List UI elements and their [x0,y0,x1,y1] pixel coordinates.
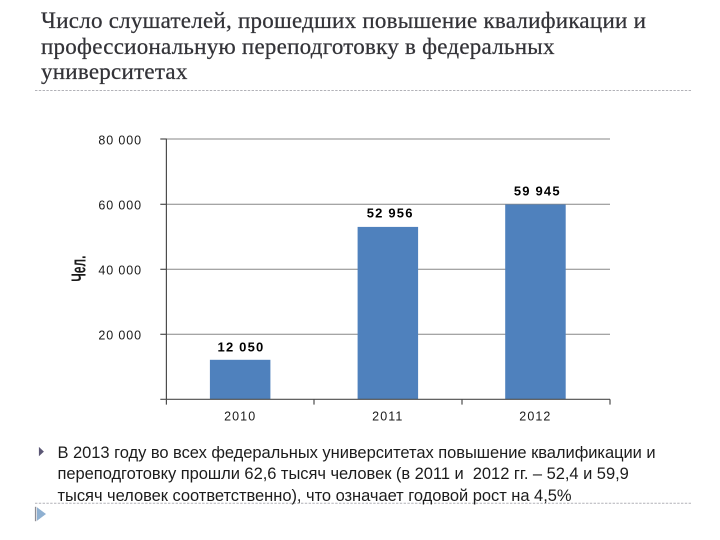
svg-text:59 945: 59 945 [514,183,561,198]
svg-text:2011: 2011 [372,410,403,424]
svg-text:40 000: 40 000 [98,264,142,278]
svg-text:2010: 2010 [224,410,256,424]
svg-text:60 000: 60 000 [98,199,142,213]
svg-text:2012: 2012 [519,410,551,424]
svg-text:Чел.: Чел. [67,256,90,282]
svg-text:80 000: 80 000 [98,133,142,147]
svg-text:12 050: 12 050 [218,339,265,354]
svg-text:20 000: 20 000 [98,329,142,343]
svg-text:52 956: 52 956 [367,205,414,220]
